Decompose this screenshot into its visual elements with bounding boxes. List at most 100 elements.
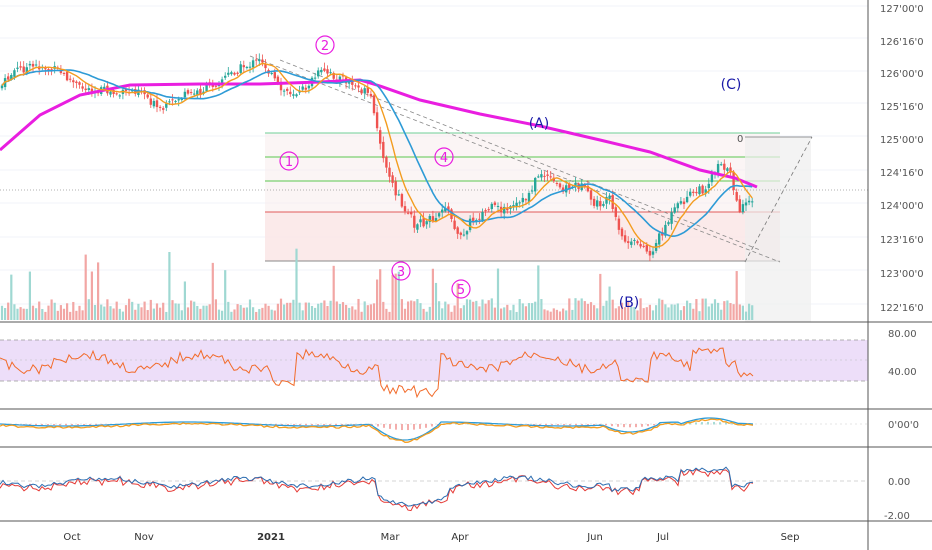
volume-bar bbox=[410, 300, 413, 320]
candle-body bbox=[19, 66, 22, 68]
volume-bar bbox=[131, 301, 134, 320]
candle-body bbox=[552, 177, 555, 182]
macd-histogram-bar bbox=[719, 422, 721, 425]
time-label-2021: 2021 bbox=[257, 532, 285, 543]
candle-body bbox=[78, 82, 81, 85]
candle-body bbox=[599, 201, 602, 207]
candle-body bbox=[524, 199, 528, 201]
candle-body bbox=[112, 90, 115, 95]
candle-body bbox=[239, 64, 242, 73]
volume-bar bbox=[59, 305, 62, 320]
candle-body bbox=[453, 220, 456, 229]
wave-label-1: 1 bbox=[279, 151, 299, 171]
macd-histogram-bar bbox=[299, 424, 301, 426]
candle-body bbox=[406, 212, 410, 214]
candle-body bbox=[549, 176, 552, 178]
candle-body bbox=[354, 85, 357, 87]
candle-body bbox=[224, 75, 227, 78]
candle-body bbox=[422, 218, 425, 227]
candle-body bbox=[493, 202, 497, 205]
macd-histogram-bar bbox=[629, 424, 631, 428]
volume-bar bbox=[0, 305, 4, 320]
macd-histogram-bar bbox=[53, 424, 55, 426]
macd-histogram-bar bbox=[725, 422, 727, 425]
candle-body bbox=[530, 190, 534, 192]
volume-bar bbox=[4, 308, 7, 320]
candle-body bbox=[65, 71, 69, 81]
candle-body bbox=[586, 185, 590, 192]
volume-bar bbox=[503, 307, 506, 320]
volume-bar bbox=[90, 271, 93, 320]
volume-bar bbox=[627, 300, 630, 320]
volume-bar bbox=[233, 309, 236, 320]
volume-bar bbox=[735, 271, 738, 320]
candle-body bbox=[605, 196, 608, 204]
osc-pane bbox=[0, 466, 868, 512]
volume-bar bbox=[78, 305, 81, 320]
price-tick: 123'16'0 bbox=[880, 235, 924, 246]
candle-body bbox=[0, 85, 4, 89]
volume-bar bbox=[50, 299, 53, 320]
macd-histogram-bar bbox=[83, 424, 85, 426]
macd-histogram-bar bbox=[47, 424, 49, 426]
candle-body bbox=[555, 182, 559, 184]
candle-body bbox=[738, 199, 741, 212]
volume-bar bbox=[679, 310, 682, 320]
volume-bar bbox=[720, 309, 723, 320]
price-tick: 124'16'0 bbox=[880, 168, 924, 179]
volume-bar bbox=[441, 308, 444, 320]
volume-bar bbox=[642, 308, 645, 320]
candle-body bbox=[338, 76, 342, 82]
volume-bar bbox=[540, 299, 543, 320]
ma-long-line bbox=[0, 78, 758, 189]
macd-histogram-bar bbox=[347, 424, 349, 425]
volume-bar bbox=[475, 300, 478, 320]
rsi-pane bbox=[0, 339, 868, 399]
volume-bar bbox=[106, 299, 109, 320]
macd-histogram-bar bbox=[731, 423, 733, 425]
macd-pane bbox=[0, 417, 868, 443]
candle-body bbox=[385, 157, 388, 168]
candle-body bbox=[31, 63, 35, 67]
macd-histogram-bar bbox=[149, 423, 151, 425]
volume-bar bbox=[357, 298, 360, 320]
candle-body bbox=[437, 213, 441, 217]
macd-histogram-bar bbox=[35, 424, 37, 426]
volume-bar bbox=[137, 303, 140, 320]
pane-separators bbox=[0, 321, 932, 522]
volume-bar bbox=[729, 303, 732, 320]
volume-bar bbox=[369, 304, 372, 320]
volume-bar bbox=[552, 308, 555, 320]
right-axis: 127'00'0 126'16'0 126'00'0 125'16'0 125'00'0… bbox=[867, 0, 924, 550]
volume-bar bbox=[571, 309, 574, 320]
candle-body bbox=[667, 222, 670, 225]
candle-body bbox=[403, 206, 407, 212]
volume-bar bbox=[38, 301, 41, 320]
macd-histogram-bar bbox=[287, 424, 289, 426]
fib-retracement: 0 bbox=[265, 132, 780, 262]
volume-bar bbox=[695, 299, 698, 320]
candle-body bbox=[698, 186, 701, 195]
volume-bar bbox=[593, 305, 596, 320]
volume-bar bbox=[320, 302, 323, 320]
candle-body bbox=[431, 216, 435, 221]
candle-body bbox=[183, 91, 187, 98]
candle-body bbox=[165, 103, 168, 108]
volume-bar bbox=[236, 304, 239, 320]
candle-body bbox=[363, 88, 366, 94]
volume-bar bbox=[338, 304, 341, 320]
volume-bar bbox=[258, 309, 261, 320]
volume-bar bbox=[413, 301, 416, 320]
volume-bar bbox=[400, 299, 403, 320]
volume-bar bbox=[651, 310, 655, 320]
volume-bar bbox=[562, 308, 565, 320]
candle-body bbox=[13, 70, 16, 77]
macd-histogram-bar bbox=[59, 424, 61, 426]
volume-bar bbox=[713, 299, 717, 320]
candle-body bbox=[685, 196, 689, 203]
volume-bar bbox=[664, 304, 667, 320]
macd-histogram-bar bbox=[677, 423, 679, 425]
candle-body bbox=[648, 250, 652, 256]
candle-body bbox=[87, 88, 90, 91]
price-tick: 125'16'0 bbox=[880, 102, 924, 113]
